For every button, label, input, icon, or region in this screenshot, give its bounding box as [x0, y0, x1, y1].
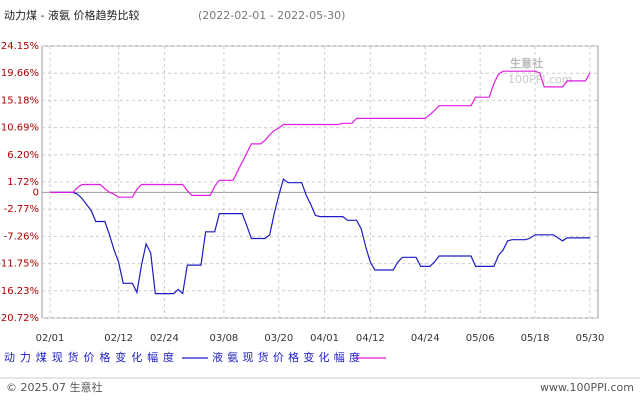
- footer-copyright: © 2025.07 生意社: [6, 380, 102, 394]
- x-tick-label: 02/01: [36, 333, 65, 344]
- y-tick-label: 24.15%: [1, 41, 39, 52]
- x-tick-label: 05/18: [521, 333, 550, 344]
- x-tick-label: 03/20: [264, 333, 293, 344]
- y-tick-label: 10.69%: [1, 123, 39, 134]
- x-tick-label: 04/12: [356, 333, 385, 344]
- y-tick-label: 15.18%: [1, 95, 39, 106]
- x-tick-label: 02/24: [150, 333, 179, 344]
- x-tick-label: 05/06: [466, 333, 495, 344]
- y-tick-label: -7.26%: [4, 231, 39, 242]
- y-tick-label: 19.66%: [1, 68, 39, 79]
- x-tick-label: 05/30: [576, 333, 605, 344]
- x-tick-label: 02/12: [104, 333, 133, 344]
- y-tick-label: 1.72%: [7, 177, 39, 188]
- y-tick-label: -16.23%: [0, 286, 39, 297]
- watermark: 100PPI.com: [508, 73, 573, 86]
- chart-title: 动力煤 - 液氨 价格趋势比较: [4, 8, 139, 22]
- legend-label: 动力煤现货价格变化幅度: [4, 350, 174, 364]
- series-line: [50, 178, 590, 295]
- x-tick-label: 04/24: [411, 333, 440, 344]
- y-tick-label: -11.75%: [0, 259, 39, 270]
- y-tick-label: -20.72%: [0, 313, 39, 324]
- chart-subtitle: (2022-02-01 - 2022-05-30): [198, 9, 345, 22]
- y-tick-label: -2.77%: [4, 204, 39, 215]
- watermark: 生意社: [510, 56, 543, 70]
- series-line: [50, 70, 591, 198]
- footer-site: www.100PPI.com: [540, 381, 634, 394]
- y-tick-label: 0: [33, 187, 39, 198]
- y-tick-label: 6.20%: [7, 150, 39, 161]
- x-tick-label: 04/01: [310, 333, 339, 344]
- x-tick-label: 03/08: [209, 333, 238, 344]
